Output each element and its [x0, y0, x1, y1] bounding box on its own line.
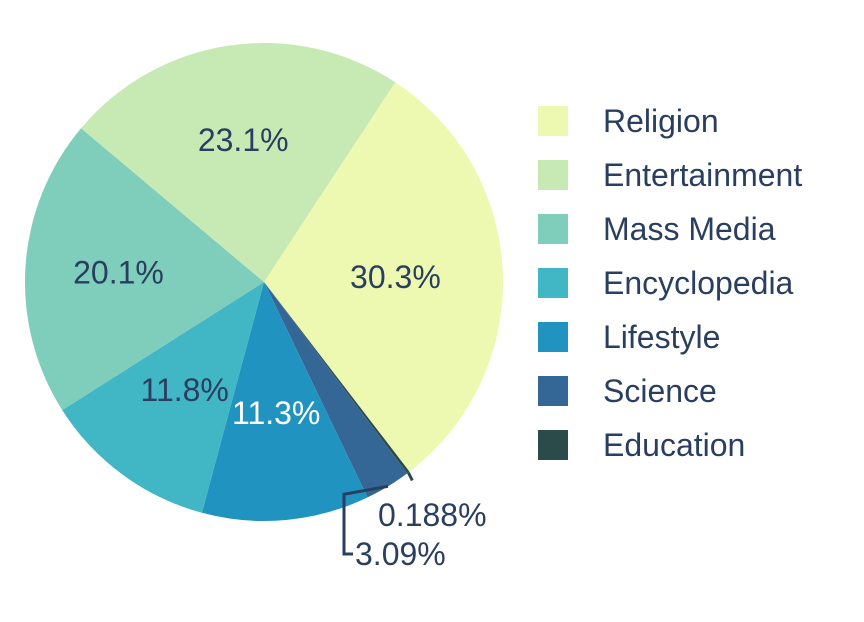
legend-swatch-entertainment [538, 160, 568, 190]
pie-slice-religion[interactable] [264, 82, 504, 472]
leader-lines-layer [342, 471, 414, 556]
legend-item-education[interactable]: Education [538, 427, 745, 463]
slice-label-lifestyle: 11.3% [232, 395, 320, 431]
pie-slice-education[interactable] [264, 282, 410, 474]
legend-swatch-education [538, 430, 568, 460]
slice-label-entertainment: 23.1% [198, 122, 289, 158]
legend-item-entertainment[interactable]: Entertainment [538, 157, 802, 193]
pie-slice-lifestyle[interactable] [201, 282, 368, 521]
slice-label-mass-media: 20.1% [73, 254, 164, 290]
leader-line-science [342, 484, 389, 556]
leader-line-education [406, 471, 414, 482]
legend-item-lifestyle[interactable]: Lifestyle [538, 319, 720, 355]
pie-slice-science[interactable] [264, 282, 408, 498]
legend-item-religion[interactable]: Religion [538, 103, 719, 139]
slice-label-religion: 30.3% [350, 259, 441, 295]
legend: Religion Entertainment Mass Media Encyclope… [538, 103, 802, 463]
legend-swatch-lifestyle [538, 322, 568, 352]
legend-label-science: Science [603, 373, 717, 409]
legend-label-lifestyle: Lifestyle [603, 319, 720, 355]
legend-swatch-encyclopedia [538, 268, 568, 298]
legend-label-education: Education [603, 427, 745, 463]
slices-layer [25, 42, 504, 521]
pie-slice-mass-media[interactable] [25, 128, 264, 411]
slice-label-encyclopedia: 11.8% [141, 372, 229, 408]
legend-item-mass-media[interactable]: Mass Media [538, 211, 776, 247]
slice-label-education: 0.188% [378, 497, 487, 533]
legend-label-mass-media: Mass Media [603, 211, 776, 247]
slice-labels-layer: 30.3% 0.188%3.09% 11.3%11.8% 20.1% 23.1% [73, 122, 486, 572]
legend-swatch-mass-media [538, 214, 568, 244]
pie-slice-entertainment[interactable] [81, 42, 396, 282]
legend-label-religion: Religion [603, 103, 719, 139]
pie-slice-encyclopedia[interactable] [62, 282, 265, 513]
legend-label-encyclopedia: Encyclopedia [603, 265, 794, 301]
legend-item-science[interactable]: Science [538, 373, 717, 409]
legend-item-encyclopedia[interactable]: Encyclopedia [538, 265, 794, 301]
legend-swatch-religion [538, 106, 568, 136]
slice-label-science: 3.09% [355, 536, 446, 572]
legend-label-entertainment: Entertainment [603, 157, 802, 193]
legend-swatch-science [538, 376, 568, 406]
